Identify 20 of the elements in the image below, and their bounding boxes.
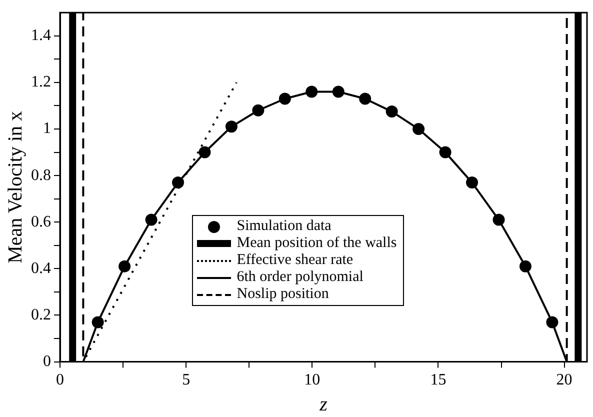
y-tick-label: 1.2 [31, 74, 51, 91]
legend-label: Effective shear rate [236, 252, 354, 270]
x-tick-label: 15 [430, 372, 446, 389]
x-tick-label: 5 [182, 372, 190, 389]
y-tick-label: 0.8 [31, 166, 51, 184]
legend-label: Noslip position [236, 286, 329, 304]
y-tick-label: 1.4 [31, 27, 51, 44]
x-axis-title: z [318, 393, 328, 416]
y-tick-label: 0.2 [31, 306, 51, 324]
y-tick-label: 0 [43, 353, 51, 370]
y-tick-label: 1 [43, 120, 51, 138]
legend-label: 6th order polynomial [236, 269, 364, 286]
y-tick-label: 0.6 [31, 213, 51, 230]
legend-label: Mean position of the walls [236, 235, 397, 252]
y-tick-label: 0.4 [31, 260, 51, 277]
x-tick-label: 10 [304, 372, 320, 389]
legend-label: Simulation data [236, 218, 332, 236]
x-tick-label: 0 [56, 372, 64, 389]
y-axis-title: Mean Velocity in x [4, 111, 26, 264]
x-tick-label: 20 [556, 372, 572, 389]
